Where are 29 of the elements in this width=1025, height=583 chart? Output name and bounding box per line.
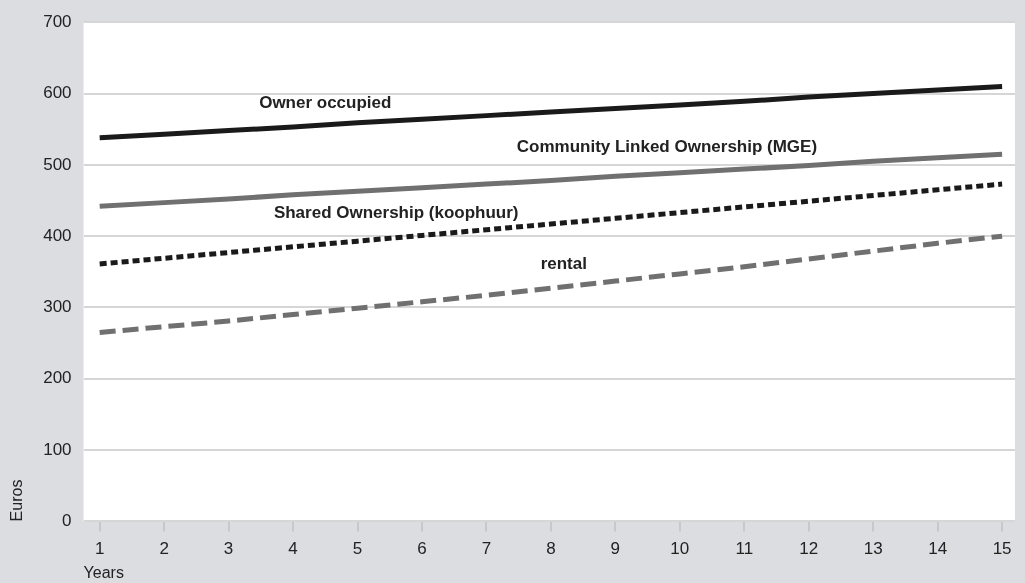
series-label: Owner occupied [259, 92, 392, 112]
x-tick-label: 1 [94, 539, 105, 559]
series-label: rental [540, 254, 587, 274]
x-tick-label: 4 [288, 539, 298, 559]
x-tick-label: 9 [610, 539, 621, 559]
y-tick-label: 300 [43, 297, 72, 317]
y-tick-label: 100 [43, 439, 72, 459]
x-tick-label: 5 [352, 539, 363, 559]
y-tick-label: 700 [43, 11, 72, 31]
y-tick-label: 500 [43, 154, 72, 174]
x-tick-label: 12 [799, 539, 819, 559]
y-tick-label: 0 [62, 511, 72, 531]
x-tick-label: 10 [670, 539, 690, 559]
x-tick-label: 15 [992, 539, 1012, 559]
series-label: Shared Ownership (koophuur) [273, 203, 519, 223]
y-tick-label: 400 [43, 225, 72, 245]
x-tick-label: 3 [223, 539, 234, 559]
x-tick-label: 2 [159, 539, 169, 559]
x-axis-title: Years [83, 563, 124, 581]
x-tick-label: 11 [735, 539, 754, 559]
y-axis-title: Euros [8, 479, 26, 522]
series-label: Community Linked Ownership (MGE) [516, 137, 818, 157]
y-tick-label: 600 [43, 83, 72, 103]
x-tick-label: 7 [481, 539, 492, 559]
x-tick-label: 8 [546, 539, 556, 559]
x-tick-label: 14 [928, 539, 948, 559]
y-tick-label: 200 [43, 368, 72, 388]
x-tick-label: 13 [863, 539, 883, 559]
x-tick-label: 6 [417, 539, 427, 559]
